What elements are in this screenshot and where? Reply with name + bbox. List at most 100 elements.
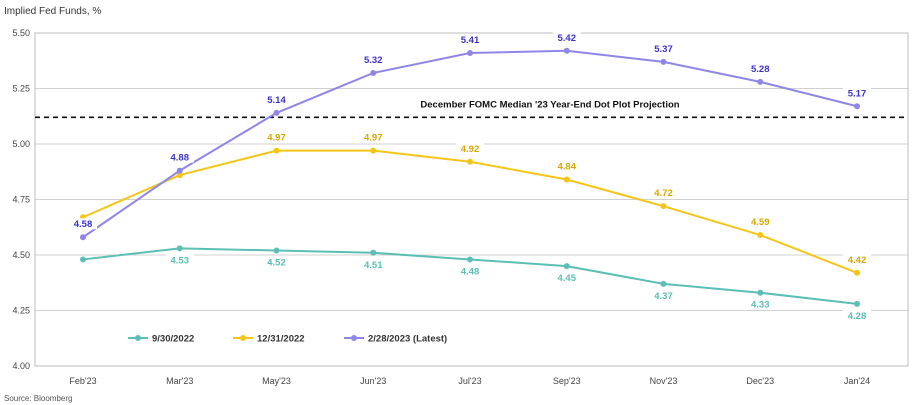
legend-entry: 2/28/2023 (Latest) <box>368 334 447 345</box>
data-label-bg <box>359 131 388 143</box>
data-point <box>854 103 860 110</box>
data-point <box>273 147 280 154</box>
data-label: 4.59 <box>751 217 770 228</box>
data-label: 4.51 <box>364 260 383 271</box>
data-point <box>176 245 183 252</box>
data-label: 5.41 <box>461 35 480 46</box>
data-point <box>563 47 570 54</box>
data-label-bg <box>262 93 291 105</box>
data-label: 4.58 <box>74 219 93 230</box>
x-tick-label: Jul'23 <box>458 376 481 386</box>
source-note: Source: Bloomberg <box>4 394 72 403</box>
data-label: 4.52 <box>267 258 286 269</box>
data-label: 4.97 <box>364 133 383 144</box>
data-label-bg <box>359 53 388 65</box>
data-point <box>80 256 86 263</box>
x-tick-label: Jun'23 <box>360 376 386 386</box>
series-2: 4.58 4.88 5.14 5.32 5.41 5.42 5.37 5.28 5.17 <box>69 31 871 241</box>
data-point <box>757 232 764 239</box>
data-point <box>660 58 667 65</box>
x-tick-label: Nov'23 <box>650 376 678 386</box>
gridlines <box>34 32 909 367</box>
data-point <box>563 176 570 183</box>
data-label: 5.14 <box>267 95 286 106</box>
data-label-bg <box>649 187 678 199</box>
x-tick-label: Dec'23 <box>746 376 774 386</box>
data-point <box>176 167 183 174</box>
data-label-bg <box>456 142 484 154</box>
data-point <box>80 234 86 241</box>
data-label-bg <box>165 254 194 266</box>
data-point <box>757 78 764 85</box>
series-1: 4.97 4.97 4.92 4.84 4.72 4.59 4.42 <box>80 131 871 276</box>
data-label: 4.53 <box>171 255 190 266</box>
data-label: 4.92 <box>461 144 480 155</box>
data-label-bg <box>746 298 775 310</box>
y-tick-label: 5.50 <box>12 28 30 38</box>
y-tick-label: 4.75 <box>12 195 30 205</box>
data-label-bg <box>262 256 291 268</box>
data-label-bg <box>843 87 871 99</box>
data-label: 4.33 <box>751 300 770 311</box>
x-tick-label: Jan'24 <box>844 376 870 386</box>
y-tick-label: 5.25 <box>12 84 30 94</box>
legend-swatch-marker <box>135 335 141 341</box>
data-label: 4.97 <box>267 133 286 144</box>
data-point <box>467 256 473 263</box>
data-point <box>854 300 860 307</box>
plot-frame <box>34 32 909 367</box>
legend-swatch-marker <box>240 335 246 341</box>
data-point <box>660 280 667 287</box>
y-tick-label: 4.00 <box>12 361 30 371</box>
x-tick-label: May'23 <box>262 376 291 386</box>
x-tick-label: Feb'23 <box>69 376 96 386</box>
data-point <box>660 203 667 210</box>
data-point <box>757 289 764 296</box>
data-label: 4.72 <box>654 188 673 199</box>
series-group: 4.53 4.52 4.51 4.48 4.45 4.37 4.33 4.28 4.97 4.97… <box>69 31 871 322</box>
series-0: 4.53 4.52 4.51 4.48 4.45 4.37 4.33 4.28 <box>80 245 871 322</box>
data-point <box>563 263 570 270</box>
data-label-bg <box>456 33 484 45</box>
data-label-bg <box>69 218 97 230</box>
data-point <box>273 247 280 254</box>
x-axis-ticks: Feb'23 Mar'23 May'23 Jun'23 Jul'23 Sep'23 Nov'… <box>69 376 870 386</box>
data-label: 4.37 <box>654 291 673 302</box>
data-label-bg <box>456 265 484 277</box>
data-label-bg <box>746 62 775 74</box>
data-label-bg <box>649 289 678 301</box>
data-label: 4.88 <box>171 153 190 164</box>
data-label-bg <box>552 31 581 43</box>
data-label-bg <box>649 42 678 54</box>
data-point <box>854 269 860 276</box>
data-label: 5.32 <box>364 55 383 66</box>
y-tick-label: 5.00 <box>12 139 30 149</box>
data-label-bg <box>843 253 871 265</box>
legend-swatch-marker <box>351 335 357 341</box>
data-label-bg <box>165 151 194 163</box>
data-label: 4.48 <box>461 266 480 277</box>
data-label: 5.37 <box>654 44 673 55</box>
data-label-bg <box>552 272 581 284</box>
x-tick-label: Sep'23 <box>553 376 581 386</box>
y-tick-label: 4.25 <box>12 306 30 316</box>
reference-line-group: December FOMC Median '23 Year-End Dot Pl… <box>35 99 908 119</box>
data-label: 5.42 <box>558 33 577 44</box>
series-line <box>82 149 858 274</box>
y-axis-ticks: 4.00 4.25 4.50 4.75 5.00 5.25 5.50 <box>12 28 30 371</box>
reference-line-label: December FOMC Median '23 Year-End Dot Pl… <box>420 99 679 110</box>
data-label-bg <box>262 131 291 143</box>
data-point <box>467 158 473 165</box>
data-label: 5.28 <box>751 64 770 75</box>
data-label: 4.28 <box>848 311 867 322</box>
data-point <box>467 49 473 56</box>
legend: 9/30/2022 12/31/2022 2/28/2023 (Latest) <box>128 334 447 345</box>
legend-entry: 12/31/2022 <box>257 334 305 345</box>
data-point <box>370 69 377 76</box>
data-label-bg <box>359 258 388 270</box>
data-label: 4.45 <box>558 273 577 284</box>
data-point <box>273 109 280 116</box>
y-tick-label: 4.50 <box>12 250 30 260</box>
y-axis-label: Implied Fed Funds, % <box>4 6 101 17</box>
data-point <box>176 172 183 179</box>
